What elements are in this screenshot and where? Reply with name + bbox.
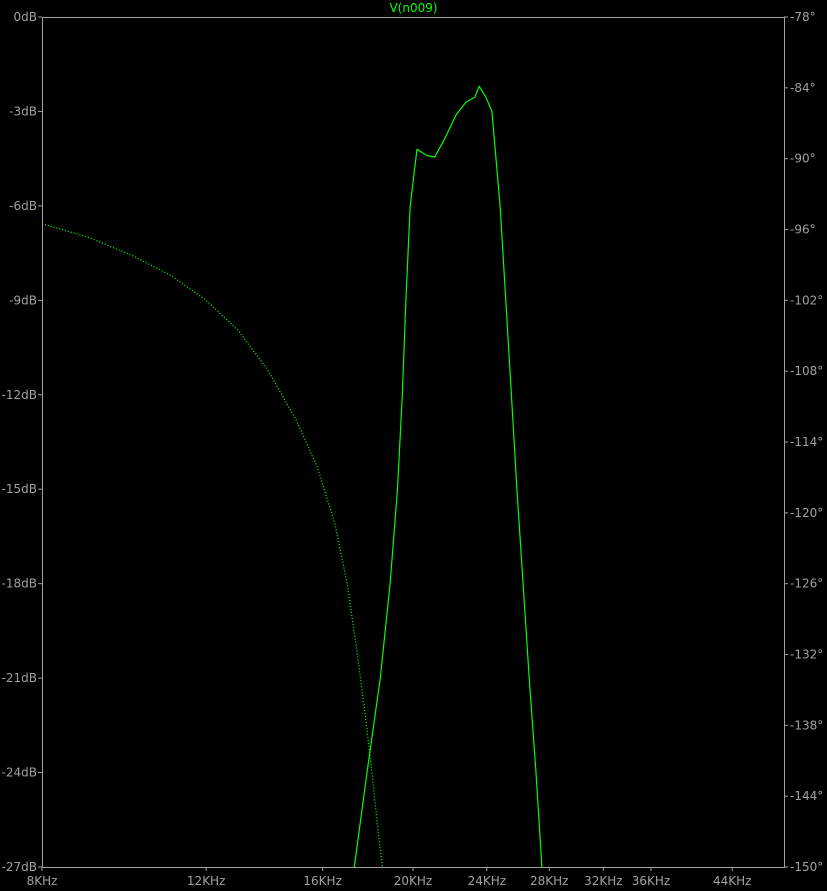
right-tick-label: -102° bbox=[790, 293, 823, 307]
left-tick-label: -24dB bbox=[2, 766, 37, 780]
right-tick-label: -114° bbox=[790, 435, 823, 449]
right-tick-label: -78° bbox=[790, 10, 816, 24]
right-tick-label: -144° bbox=[790, 789, 823, 803]
magnitude-series-line bbox=[353, 85, 543, 868]
left-tick-label: -27dB bbox=[2, 860, 37, 874]
left-tick-label: -12dB bbox=[2, 388, 37, 402]
x-tick-label: 8KHz bbox=[27, 874, 58, 888]
right-tick-label: -84° bbox=[790, 81, 816, 95]
right-tick-label: -96° bbox=[790, 223, 816, 237]
x-tick-label: 44KHz bbox=[713, 874, 751, 888]
left-tick-label: 0dB bbox=[14, 10, 37, 24]
right-tick-label: -108° bbox=[790, 364, 823, 378]
x-tick-label: 12KHz bbox=[187, 874, 225, 888]
right-tick-label: -120° bbox=[790, 506, 823, 520]
left-tick-label: -18dB bbox=[2, 577, 37, 591]
right-axis-ticks: -78° -84° -90° -96° -102° -108° -114° -120° -126… bbox=[784, 10, 823, 874]
left-tick-label: -9dB bbox=[9, 293, 37, 307]
plot-frame bbox=[42, 17, 785, 868]
x-tick-label: 36KHz bbox=[632, 874, 670, 888]
left-tick-label: -15dB bbox=[2, 482, 37, 496]
x-tick-label: 28KHz bbox=[530, 874, 568, 888]
right-tick-label: -132° bbox=[790, 648, 823, 662]
right-tick-label: -90° bbox=[790, 152, 816, 166]
left-axis-ticks: 0dB -3dB -6dB -9dB -12dB -15dB -18dB -21dB -24dB… bbox=[2, 10, 42, 874]
x-tick-label: 32KHz bbox=[584, 874, 622, 888]
x-tick-label: 20KHz bbox=[394, 874, 432, 888]
left-tick-label: -3dB bbox=[9, 104, 37, 118]
right-tick-label: -138° bbox=[790, 718, 823, 732]
left-tick-label: -21dB bbox=[2, 671, 37, 685]
right-tick-label: -126° bbox=[790, 577, 823, 591]
x-tick-label: 16KHz bbox=[303, 874, 341, 888]
right-tick-label: -150° bbox=[790, 860, 823, 874]
x-tick-label: 24KHz bbox=[468, 874, 506, 888]
left-tick-label: -6dB bbox=[9, 199, 37, 213]
phase-series-line bbox=[41, 222, 384, 868]
x-axis-ticks: 8KHz 12KHz 16KHz 20KHz 24KHz 28KHz 32KHz 36KHz 4… bbox=[27, 867, 751, 888]
plot-series bbox=[41, 85, 543, 868]
chart-title: V(n009) bbox=[389, 1, 437, 15]
